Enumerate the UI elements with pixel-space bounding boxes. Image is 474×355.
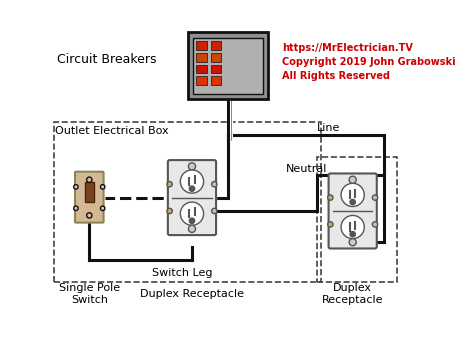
Text: Circuit Breakers: Circuit Breakers: [57, 53, 156, 66]
Bar: [211, 65, 221, 73]
Circle shape: [87, 213, 92, 218]
Circle shape: [350, 231, 356, 237]
Circle shape: [181, 170, 203, 193]
Bar: [85, 182, 94, 202]
Circle shape: [189, 218, 195, 224]
Text: Line: Line: [317, 123, 340, 133]
Bar: [54, 122, 321, 283]
Bar: [196, 65, 207, 73]
Circle shape: [341, 183, 365, 207]
Circle shape: [349, 176, 356, 183]
Text: https://MrElectrician.TV
Copyright 2019 John Grabowski
All Rights Reserved: https://MrElectrician.TV Copyright 2019 …: [282, 43, 456, 81]
Circle shape: [349, 239, 356, 246]
Circle shape: [167, 181, 173, 187]
Bar: [211, 41, 221, 50]
Circle shape: [341, 215, 365, 239]
FancyBboxPatch shape: [75, 172, 104, 223]
Bar: [317, 157, 397, 283]
Bar: [196, 76, 207, 85]
Circle shape: [73, 206, 78, 211]
Text: Single Pole
Switch: Single Pole Switch: [59, 283, 120, 305]
Bar: [196, 41, 207, 50]
Bar: [211, 76, 221, 85]
Circle shape: [372, 195, 378, 200]
Circle shape: [167, 208, 173, 214]
Circle shape: [188, 225, 196, 233]
Text: Duplex
Receptacle: Duplex Receptacle: [322, 283, 383, 305]
Text: Switch Leg: Switch Leg: [152, 268, 212, 278]
Circle shape: [328, 222, 333, 227]
Circle shape: [211, 208, 217, 214]
Circle shape: [372, 222, 378, 227]
Bar: [188, 32, 268, 99]
Circle shape: [211, 181, 217, 187]
Circle shape: [100, 206, 105, 211]
Bar: [193, 38, 263, 94]
Circle shape: [350, 200, 356, 205]
Circle shape: [188, 163, 196, 170]
Circle shape: [73, 185, 78, 189]
Text: Duplex Receptacle: Duplex Receptacle: [140, 289, 244, 299]
Circle shape: [328, 195, 333, 200]
Circle shape: [87, 177, 92, 182]
Bar: [211, 53, 221, 62]
Circle shape: [189, 186, 195, 191]
Circle shape: [181, 202, 203, 225]
Bar: [196, 53, 207, 62]
Text: Neutral: Neutral: [286, 164, 327, 174]
Circle shape: [100, 185, 105, 189]
FancyBboxPatch shape: [168, 160, 216, 235]
Text: Outlet Electrical Box: Outlet Electrical Box: [55, 126, 169, 136]
FancyBboxPatch shape: [328, 174, 377, 248]
